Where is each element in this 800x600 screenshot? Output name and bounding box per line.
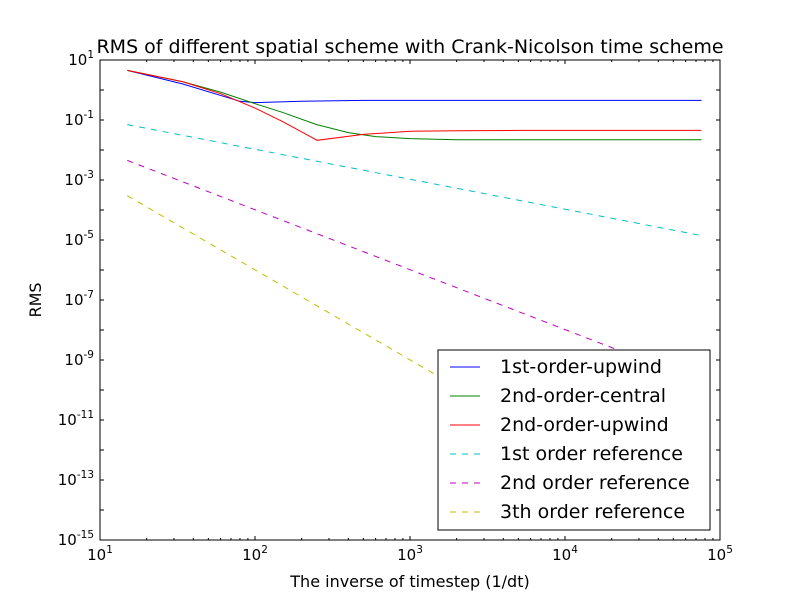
legend-items: 1st-order-upwind 2nd-order-central 2nd-ord… bbox=[450, 356, 690, 523]
legend-label-1: 1st-order-upwind bbox=[500, 356, 662, 378]
y-axis-label: RMS bbox=[26, 282, 45, 317]
legend-label-2: 2nd-order-central bbox=[500, 385, 666, 407]
y-tick-label: 101 bbox=[68, 49, 94, 69]
y-tick-label: 10-5 bbox=[64, 229, 94, 249]
ticks-layer: 101 102 103 104 10510110-110-310-510-710-910… bbox=[58, 49, 733, 564]
series-line-3 bbox=[127, 69, 702, 141]
y-tick-label: 10-13 bbox=[58, 469, 94, 489]
legend-label-6: 3th order reference bbox=[500, 501, 685, 523]
x-tick-label-exponent: 4 bbox=[571, 544, 578, 556]
x-tick-label: 101 bbox=[87, 544, 113, 564]
y-tick-label: 10-3 bbox=[64, 169, 94, 189]
y-tick-label: 10-11 bbox=[58, 409, 94, 429]
series-line-4 bbox=[127, 124, 702, 237]
legend-label-4: 1st order reference bbox=[500, 443, 683, 465]
y-tick-label: 10-1 bbox=[64, 109, 94, 129]
y-tick-label-exponent: 1 bbox=[87, 49, 94, 61]
x-tick-label: 102 bbox=[242, 544, 268, 564]
chart-title: RMS of different spatial scheme with Cra… bbox=[96, 36, 723, 58]
x-tick-label: 104 bbox=[552, 544, 578, 564]
x-tick-label-exponent: 1 bbox=[106, 544, 113, 556]
legend-label-3: 2nd-order-upwind bbox=[500, 414, 669, 436]
x-tick-label-base: 10 bbox=[242, 546, 261, 564]
y-tick-label-exponent: -15 bbox=[77, 529, 94, 541]
y-tick-label-base: 10 bbox=[64, 231, 83, 249]
y-tick-label: 10-15 bbox=[58, 529, 94, 549]
y-tick-label-exponent: -3 bbox=[84, 169, 94, 181]
legend-label-5: 2nd order reference bbox=[500, 472, 690, 494]
x-tick-label: 103 bbox=[397, 544, 423, 564]
x-tick-label-base: 10 bbox=[552, 546, 571, 564]
y-tick-label-exponent: -5 bbox=[84, 229, 94, 241]
y-tick-label: 10-9 bbox=[64, 349, 94, 369]
series-line-5 bbox=[127, 159, 702, 383]
y-tick-label-exponent: -11 bbox=[77, 409, 94, 421]
y-tick-label-exponent: -7 bbox=[84, 289, 94, 301]
y-tick-label-base: 10 bbox=[68, 51, 87, 69]
y-tick-label-base: 10 bbox=[64, 351, 83, 369]
y-tick-label-exponent: -1 bbox=[84, 109, 94, 121]
x-tick-label-base: 10 bbox=[707, 546, 726, 564]
y-tick-label-exponent: -13 bbox=[77, 469, 94, 481]
y-tick-label-base: 10 bbox=[58, 531, 77, 549]
x-tick-label-exponent: 5 bbox=[726, 544, 733, 556]
legend-box bbox=[437, 349, 711, 531]
y-tick-label: 10-7 bbox=[64, 289, 94, 309]
y-tick-label-base: 10 bbox=[58, 471, 77, 489]
y-tick-label-base: 10 bbox=[64, 111, 83, 129]
x-tick-label-exponent: 3 bbox=[416, 544, 423, 556]
x-tick-label-base: 10 bbox=[87, 546, 106, 564]
x-tick-label: 105 bbox=[707, 544, 733, 564]
y-tick-label-base: 10 bbox=[64, 171, 83, 189]
series-line-2 bbox=[127, 69, 702, 141]
y-tick-label-base: 10 bbox=[58, 411, 77, 429]
legend: 1st-order-upwind 2nd-order-central 2nd-ord… bbox=[437, 349, 711, 531]
x-tick-label-exponent: 2 bbox=[261, 544, 268, 556]
x-axis-label: The inverse of timestep (1/dt) bbox=[289, 572, 529, 591]
y-tick-label-exponent: -9 bbox=[84, 349, 94, 361]
series-line-1 bbox=[127, 69, 702, 104]
x-tick-label-base: 10 bbox=[397, 546, 416, 564]
y-tick-label-base: 10 bbox=[64, 291, 83, 309]
